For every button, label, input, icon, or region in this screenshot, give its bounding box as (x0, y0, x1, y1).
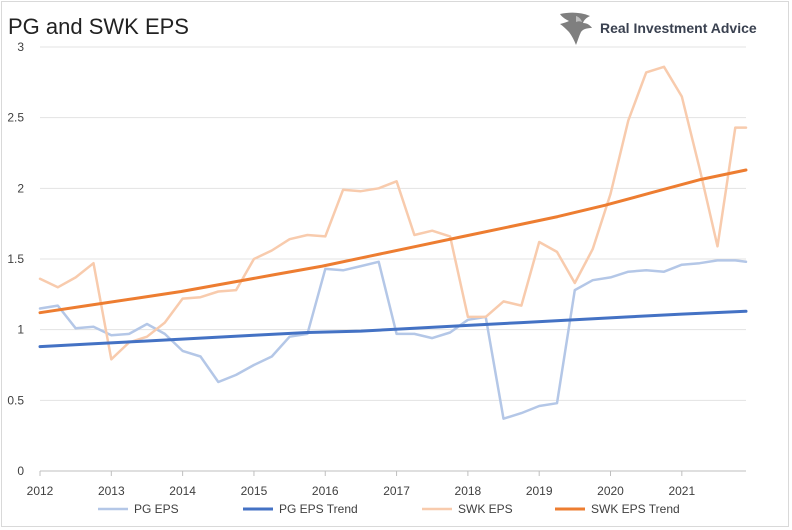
y-tick-label: 2 (17, 181, 24, 195)
x-tick-label: 2021 (668, 484, 695, 498)
brand-logo: Real Investment Advice (556, 8, 757, 48)
x-tick-label: 2012 (27, 484, 54, 498)
x-tick-label: 2020 (597, 484, 624, 498)
x-tick-label: 2019 (526, 484, 553, 498)
series-line-swk-eps (38, 65, 748, 361)
x-tick-label: 2018 (455, 484, 482, 498)
brand-name: Real Investment Advice (600, 20, 757, 36)
x-tick-label: 2014 (169, 484, 196, 498)
y-tick-label: 2.5 (7, 111, 24, 125)
legend-label: SWK EPS (458, 502, 513, 516)
x-tick-label: 2013 (98, 484, 125, 498)
series-line-pg-eps (38, 259, 748, 420)
x-tick-label: 2015 (241, 484, 268, 498)
x-tick-label: 2016 (312, 484, 339, 498)
y-tick-label: 0 (17, 464, 24, 478)
series-line-pg-eps-trend (38, 309, 748, 349)
eagle-icon (560, 12, 592, 46)
series-line-swk-eps-trend (38, 168, 748, 315)
y-tick-label: 3 (17, 40, 24, 54)
y-tick-label: 1.5 (7, 252, 24, 266)
y-tick-label: 1 (17, 323, 24, 337)
y-tick-label: 0.5 (7, 393, 24, 407)
legend-label: SWK EPS Trend (591, 502, 680, 516)
legend-label: PG EPS (134, 502, 179, 516)
legend-label: PG EPS Trend (279, 502, 358, 516)
x-tick-label: 2017 (383, 484, 410, 498)
chart-title: PG and SWK EPS (8, 14, 189, 39)
